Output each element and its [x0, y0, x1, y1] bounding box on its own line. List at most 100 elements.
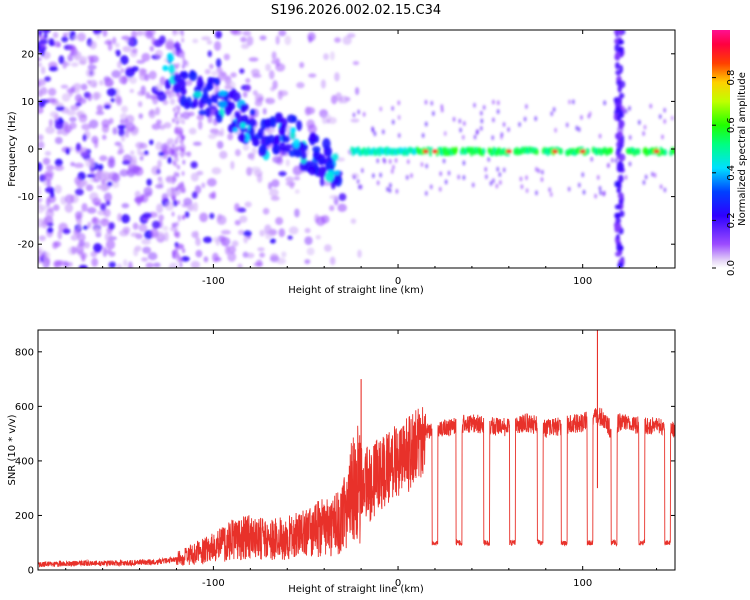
spectrogram-noise-blob	[56, 42, 61, 48]
spectrogram-noise-blob	[265, 97, 276, 105]
colorbar: 0.0 0.2 0.4 0.6 0.8 Normalized spectral ampl…	[712, 30, 748, 276]
spectrogram-noise-blob	[237, 229, 245, 235]
spectrogram-trace-peak	[239, 122, 246, 129]
spectrogram-noise-blob	[329, 194, 339, 200]
spectrogram-noise-blob	[38, 197, 43, 203]
spectrogram-noise-blob	[141, 238, 151, 245]
spectrogram-noise-blob	[62, 228, 71, 235]
spectrogram-noise-blob	[323, 244, 332, 252]
snr-ytick-label: 800	[15, 347, 34, 358]
spectrogram-trace-blob	[166, 52, 175, 63]
spectrogram-band-blob	[175, 151, 179, 157]
spectrogram-noise-blob	[285, 159, 290, 167]
spectrogram-sidelobe-blob	[582, 189, 586, 195]
spectrogram-noise-blob	[234, 148, 241, 157]
spectrogram-noise-blob	[275, 35, 280, 45]
spectrogram-sidelobe-blob	[352, 112, 356, 118]
spectrogram-noise-blob	[93, 243, 102, 253]
spectrogram-noise-blob	[248, 57, 259, 62]
spectrogram-stripe-blob	[616, 79, 622, 86]
spectrogram-noise-blob	[83, 241, 90, 249]
spectrogram-noise-blob	[106, 181, 113, 187]
spectrogram-band-blob	[171, 222, 175, 228]
spectrogram-noise-blob	[188, 127, 197, 135]
spectrogram-trace-blob	[291, 115, 298, 123]
spectrogram-sidelobe-blob	[602, 191, 606, 197]
snr-ytick-label: 0	[28, 566, 34, 577]
spectrogram-sidelobe-blob	[577, 182, 581, 188]
spectrogram-sidelobe-blob	[381, 129, 385, 135]
spectrogram-band-blob	[178, 145, 182, 151]
spectrogram-noise-blob	[47, 227, 54, 234]
spectrogram-noise-blob	[94, 139, 99, 149]
spectrogram-trace-blob	[332, 178, 340, 185]
spectrogram-noise-blob	[288, 226, 299, 235]
spectrogram-noise-blob	[69, 116, 77, 122]
spectrogram-noise-blob	[132, 164, 140, 174]
spectrogram-noise-blob	[115, 49, 121, 57]
spectrogram-noise-blob	[271, 51, 277, 60]
spectrogram-noise-blob	[156, 91, 167, 102]
spectrogram-sidelobe-blob	[660, 134, 664, 140]
spectrogram-band-blob	[173, 146, 177, 152]
spectrogram-noise-blob	[104, 231, 113, 242]
spectrogram-noise-blob	[308, 73, 317, 78]
spectrogram-noise-blob	[72, 35, 79, 41]
spectrogram-trace-blob	[326, 146, 333, 158]
spectrogram-trace-blob	[183, 101, 190, 110]
spectrogram-noise-blob	[275, 217, 284, 226]
spectrogram-band-blob	[180, 153, 184, 159]
spectrogram-noise-blob	[145, 262, 154, 268]
spectrogram-sidelobe-blob	[491, 135, 495, 141]
spectrogram-noise-blob	[102, 134, 107, 140]
spectrogram-noise-blob	[117, 60, 122, 69]
spectrogram-noise-blob	[213, 40, 222, 51]
spectrogram-sidelobe-blob	[649, 103, 653, 109]
spectrogram-trace-blob	[198, 109, 207, 116]
spectrogram-noise-blob	[40, 66, 46, 75]
spectrogram-noise-blob	[133, 247, 139, 257]
spectrogram-noise-blob	[281, 251, 287, 258]
spectrogram-sidelobe-blob	[575, 125, 579, 131]
spectrogram-xlabel: Height of straight line (km)	[288, 285, 424, 296]
spectrogram-noise-blob	[289, 182, 295, 189]
spectrogram-sidelobe-blob	[471, 182, 475, 188]
spectrogram-sidelobe-blob	[496, 109, 500, 115]
spectrogram-band-blob	[171, 186, 175, 192]
spectrogram-stripe-blob	[614, 30, 620, 36]
spectrogram-noise-blob	[67, 54, 74, 62]
spectrogram-noise-blob	[221, 236, 227, 247]
spectrogram-stripe-blob	[618, 46, 624, 53]
spectrogram-band-blob	[179, 257, 183, 263]
spectrogram-noise-blob	[61, 93, 71, 102]
spectrogram-trace-blob	[302, 144, 309, 152]
spectrogram-stripe-blob	[615, 251, 622, 257]
spectrogram-noise-blob	[55, 105, 65, 112]
spectrogram-noise-blob	[145, 91, 151, 99]
spectrogram-sidelobe-blob	[670, 115, 674, 121]
spectrogram-noise-blob	[38, 90, 43, 98]
spectrogram-band-blob	[174, 111, 178, 117]
spectrogram-noise-blob	[136, 59, 146, 64]
spectrogram-noise-blob	[121, 35, 131, 41]
spectrogram-band-blob	[171, 211, 175, 217]
spectrogram-noise-blob	[144, 150, 149, 155]
spectrogram-noise-blob	[107, 41, 113, 51]
spectrogram-trace-blob	[309, 132, 317, 141]
spectrogram-noise-blob	[244, 201, 252, 208]
spectrogram-sidelobe-blob	[587, 113, 591, 119]
spectrogram-noise-blob	[49, 190, 55, 199]
spectrogram-noise-blob	[52, 31, 59, 39]
spectrogram-noise-blob	[272, 80, 278, 90]
spectrogram-sidelobe-blob	[598, 185, 602, 191]
spectrogram-trace-peak	[233, 127, 239, 133]
spectrogram-sidelobe-blob	[518, 122, 522, 128]
spectrogram-noise-blob	[112, 36, 117, 45]
spectrogram-sidelobe-blob	[397, 114, 401, 120]
spectrogram-stripe-blob	[617, 165, 624, 172]
spectrogram-noise-blob	[223, 53, 230, 61]
spectrogram-trace-blob	[320, 165, 327, 176]
spectrogram-stripe-blob	[617, 174, 624, 183]
spectrogram-noise-blob	[105, 239, 116, 250]
spectrogram-band-blob	[181, 214, 185, 220]
